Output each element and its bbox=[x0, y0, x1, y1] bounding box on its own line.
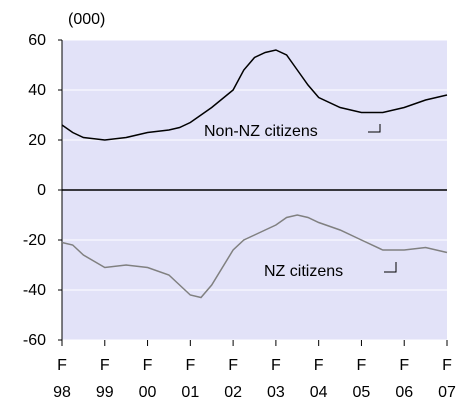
leader bbox=[384, 262, 397, 273]
y-tick-label: 60 bbox=[28, 32, 46, 49]
unit-label: (000) bbox=[68, 11, 105, 28]
y-tick-label: 0 bbox=[37, 182, 46, 199]
x-tick-label: F 06 bbox=[395, 357, 414, 401]
x-tick-label: F 98 bbox=[53, 357, 71, 401]
x-tick-label: F 01 bbox=[181, 357, 200, 401]
y-tick-label: 20 bbox=[28, 132, 46, 149]
x-tick-label: F 03 bbox=[266, 357, 285, 401]
annotation: Non-NZ citizens bbox=[204, 123, 318, 140]
x-tick-label: F 00 bbox=[138, 357, 157, 401]
y-tick-label: -20 bbox=[23, 232, 46, 249]
x-tick-label: F 04 bbox=[309, 357, 328, 401]
series-line bbox=[61, 49, 448, 141]
series-line bbox=[61, 214, 448, 299]
leader bbox=[368, 124, 381, 133]
x-tick-label: F 99 bbox=[95, 357, 114, 401]
x-tick-label: F 05 bbox=[352, 357, 371, 401]
annotation: NZ citizens bbox=[264, 263, 343, 280]
x-tick-label: F 02 bbox=[224, 357, 242, 401]
y-tick-label: -60 bbox=[23, 332, 46, 349]
x-tick-label: F 07 bbox=[438, 357, 456, 401]
y-tick-label: 40 bbox=[28, 82, 46, 99]
y-tick-label: -40 bbox=[23, 282, 46, 299]
